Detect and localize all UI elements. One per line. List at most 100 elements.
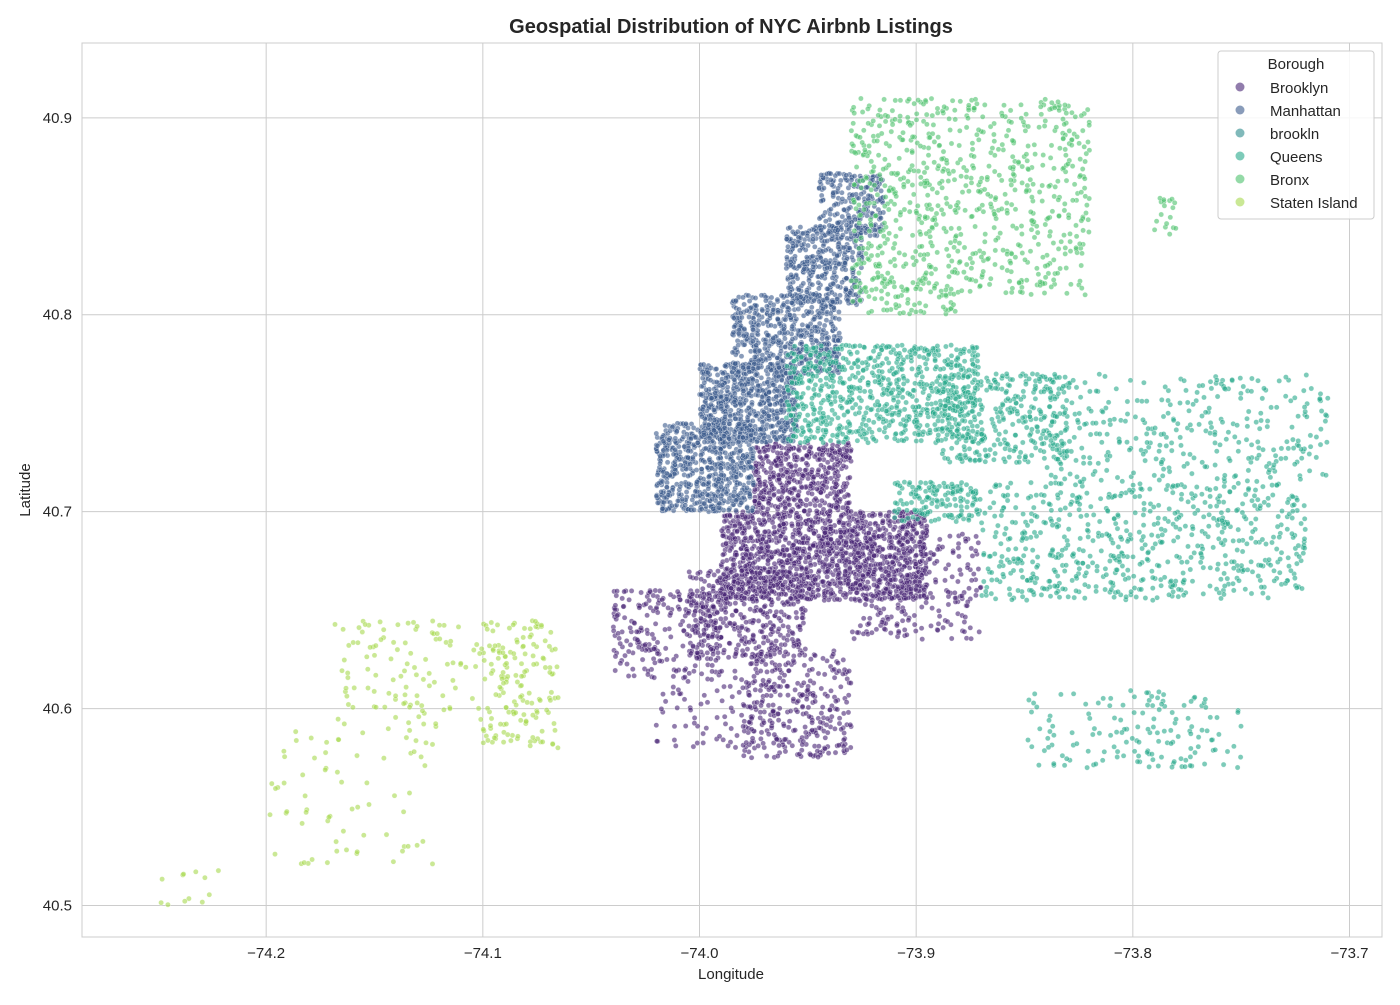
- data-point: [655, 651, 660, 656]
- data-point: [785, 420, 790, 425]
- data-point: [632, 673, 637, 678]
- data-point: [804, 461, 809, 466]
- data-point: [779, 425, 784, 430]
- data-point: [863, 602, 868, 607]
- data-point: [794, 610, 799, 615]
- data-point: [618, 641, 623, 646]
- data-point: [720, 371, 725, 376]
- data-point: [711, 652, 716, 657]
- data-point: [743, 535, 748, 540]
- data-point: [688, 436, 693, 441]
- data-point: [733, 651, 738, 656]
- data-point: [790, 337, 795, 342]
- data-point: [784, 483, 789, 488]
- data-point: [639, 590, 644, 595]
- data-point: [718, 451, 723, 456]
- data-point: [828, 581, 833, 586]
- data-point: [941, 625, 946, 630]
- data-point: [790, 324, 795, 329]
- data-point: [789, 509, 794, 514]
- data-point: [771, 702, 776, 707]
- data-point: [858, 623, 863, 628]
- data-point: [772, 402, 777, 407]
- data-point: [704, 387, 709, 392]
- data-point: [822, 672, 827, 677]
- data-point: [810, 728, 815, 733]
- data-point: [775, 711, 780, 716]
- data-point: [742, 302, 747, 307]
- data-point: [758, 688, 763, 693]
- data-point: [835, 597, 840, 602]
- data-point: [931, 552, 936, 557]
- data-point: [970, 553, 975, 558]
- data-point: [968, 625, 973, 630]
- data-point: [770, 720, 775, 725]
- data-point: [694, 576, 699, 581]
- data-point: [739, 625, 744, 630]
- data-point: [858, 583, 863, 588]
- data-point: [657, 461, 662, 466]
- data-point: [890, 559, 895, 564]
- data-point: [799, 485, 804, 490]
- data-point: [724, 375, 729, 380]
- data-point: [806, 705, 811, 710]
- data-point: [830, 324, 835, 329]
- data-point: [723, 541, 728, 546]
- data-point: [764, 753, 769, 758]
- data-point: [734, 608, 739, 613]
- data-point: [833, 481, 838, 486]
- data-point: [782, 737, 787, 742]
- data-point: [973, 593, 978, 598]
- data-point: [732, 523, 737, 528]
- data-point: [796, 530, 801, 535]
- data-point: [686, 448, 691, 453]
- data-point: [738, 401, 743, 406]
- data-point: [743, 564, 748, 569]
- data-point: [753, 295, 758, 300]
- data-point: [785, 558, 790, 563]
- data-point: [686, 481, 691, 486]
- data-point: [722, 425, 727, 430]
- data-point: [736, 439, 741, 444]
- data-point: [744, 308, 749, 313]
- data-point: [766, 365, 771, 370]
- data-point: [759, 683, 764, 688]
- data-point: [729, 705, 734, 710]
- data-point: [670, 424, 675, 429]
- data-point: [797, 652, 802, 657]
- plot-area: [82, 43, 1382, 937]
- data-point: [687, 462, 692, 467]
- data-point: [882, 595, 887, 600]
- data-point: [811, 693, 816, 698]
- data-point: [611, 628, 616, 633]
- data-point: [796, 522, 801, 527]
- data-point: [879, 620, 884, 625]
- data-point: [736, 642, 741, 647]
- data-point: [872, 553, 877, 558]
- data-point: [892, 555, 897, 560]
- data-point: [813, 653, 818, 658]
- data-point: [963, 614, 968, 619]
- data-point: [838, 684, 843, 689]
- data-point: [889, 596, 894, 601]
- data-point: [946, 589, 951, 594]
- data-point: [652, 660, 657, 665]
- data-point: [663, 423, 668, 428]
- data-point: [963, 539, 968, 544]
- data-point: [695, 740, 700, 745]
- data-point: [715, 569, 720, 574]
- data-point: [863, 535, 868, 540]
- data-point: [700, 492, 705, 497]
- data-point: [825, 470, 830, 475]
- data-point: [626, 649, 631, 654]
- data-point: [801, 680, 806, 685]
- data-point: [761, 409, 766, 414]
- data-point: [863, 584, 868, 589]
- data-point: [917, 540, 922, 545]
- data-point: [905, 573, 910, 578]
- data-point: [643, 601, 648, 606]
- data-point: [762, 449, 767, 454]
- data-point: [731, 557, 736, 562]
- data-point: [815, 472, 820, 477]
